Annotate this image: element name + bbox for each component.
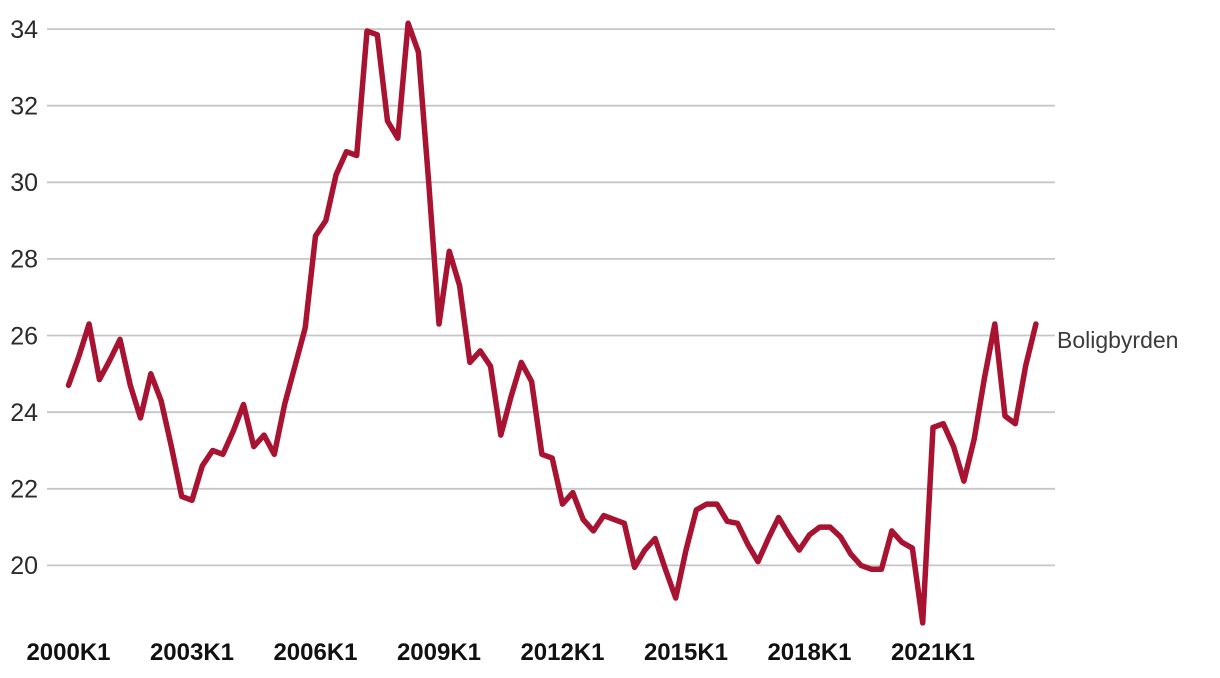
y-axis-labels: 34 32 30 28 26 24 22 20 (10, 16, 38, 580)
y-tick-label: 22 (10, 476, 38, 504)
x-tick-label: 2006K1 (273, 639, 357, 666)
x-tick-label: 2000K1 (26, 639, 110, 666)
y-tick-label: 30 (10, 169, 38, 197)
series-label: Boligbyrden (1057, 327, 1178, 353)
y-tick-label: 28 (10, 246, 38, 274)
y-tick-label: 26 (10, 322, 38, 350)
x-tick-label: 2012K1 (520, 639, 604, 666)
x-tick-label: 2015K1 (644, 639, 728, 666)
x-tick-label: 2018K1 (767, 639, 851, 666)
x-axis-labels: 2000K1 2003K1 2006K1 2009K1 2012K1 2015K1 2018… (26, 639, 975, 666)
gridlines (47, 28, 1055, 567)
boligbyrden-line (65, 20, 1039, 626)
x-tick-label: 2009K1 (397, 639, 481, 666)
y-tick-label: 20 (10, 552, 38, 580)
y-tick-label: 34 (10, 16, 38, 44)
y-tick-label: 32 (10, 92, 38, 120)
x-tick-label: 2021K1 (891, 639, 975, 666)
y-tick-label: 24 (10, 399, 38, 427)
x-tick-label: 2003K1 (150, 639, 234, 666)
